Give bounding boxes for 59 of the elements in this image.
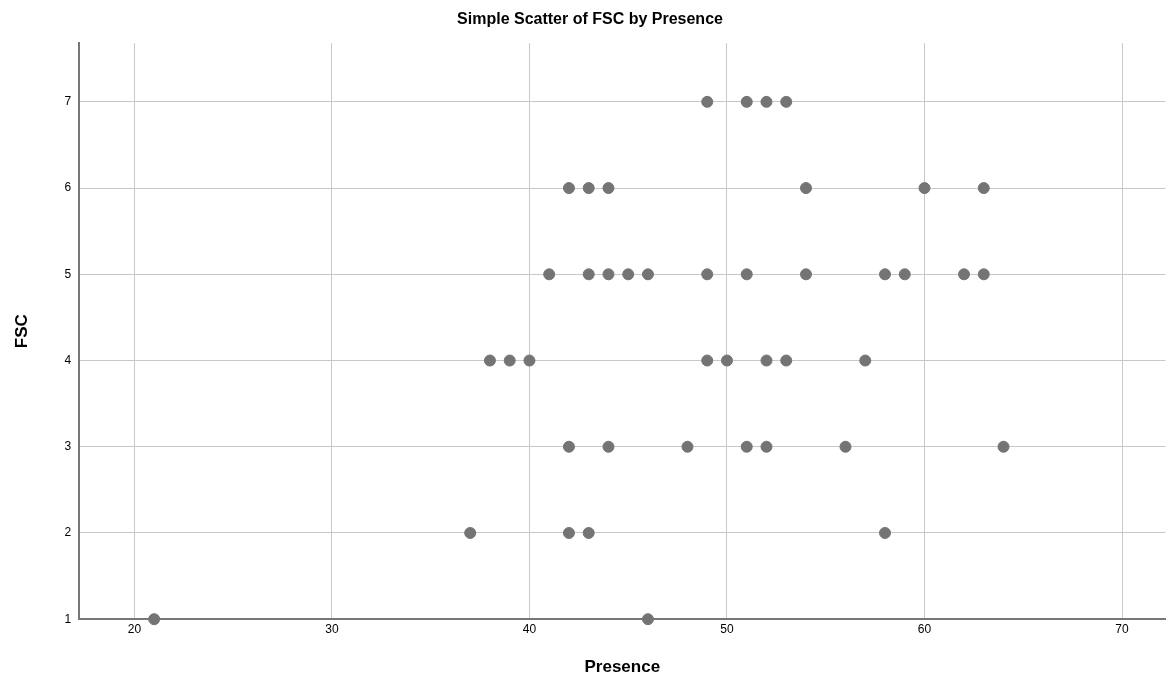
chart-title: Simple Scatter of FSC by Presence xyxy=(457,10,724,28)
point xyxy=(582,182,595,195)
point xyxy=(701,95,714,108)
point xyxy=(602,182,615,195)
y-axis-title: FSC xyxy=(11,314,31,349)
x-tick-label: 50 xyxy=(720,621,734,636)
point xyxy=(977,268,990,281)
y-tick-label: 3 xyxy=(64,439,72,454)
point xyxy=(681,440,694,453)
point xyxy=(958,268,971,281)
point xyxy=(780,354,793,367)
point xyxy=(760,440,773,453)
point xyxy=(997,440,1010,453)
y-tick-label: 7 xyxy=(64,94,72,109)
point xyxy=(859,354,872,367)
x-tick-label: 20 xyxy=(127,621,142,636)
point xyxy=(503,354,516,367)
point xyxy=(582,268,595,281)
point xyxy=(740,95,753,108)
point xyxy=(701,354,714,367)
x-axis-title: Presence xyxy=(584,657,661,677)
point xyxy=(483,354,496,367)
point xyxy=(523,354,536,367)
point xyxy=(641,268,654,281)
point xyxy=(740,440,753,453)
point xyxy=(740,268,753,281)
point xyxy=(720,354,733,367)
point xyxy=(622,268,635,281)
point xyxy=(148,613,161,626)
point xyxy=(879,526,892,539)
point xyxy=(918,182,931,195)
point xyxy=(898,268,911,281)
point xyxy=(602,268,615,281)
point xyxy=(641,613,654,626)
point xyxy=(562,440,575,453)
y-tick-label: 1 xyxy=(64,611,72,626)
x-tick-label: 70 xyxy=(1115,621,1130,636)
y-tick-label: 5 xyxy=(64,266,72,281)
point xyxy=(760,95,773,108)
y-tick-label: 4 xyxy=(64,352,72,367)
point xyxy=(977,182,990,195)
point xyxy=(760,354,773,367)
point xyxy=(464,526,477,539)
x-tick-label: 60 xyxy=(917,621,932,636)
x-tick-label: 40 xyxy=(522,621,537,636)
x-tick-label: 30 xyxy=(325,621,339,636)
point xyxy=(799,268,812,281)
point xyxy=(879,268,892,281)
point xyxy=(839,440,852,453)
point xyxy=(780,95,793,108)
point xyxy=(602,440,615,453)
point xyxy=(543,268,556,281)
point xyxy=(582,526,595,539)
point xyxy=(562,182,575,195)
y-tick-label: 2 xyxy=(64,525,72,540)
y-tick-label: 6 xyxy=(64,180,72,195)
point xyxy=(701,268,714,281)
point xyxy=(799,182,812,195)
point xyxy=(562,526,575,539)
